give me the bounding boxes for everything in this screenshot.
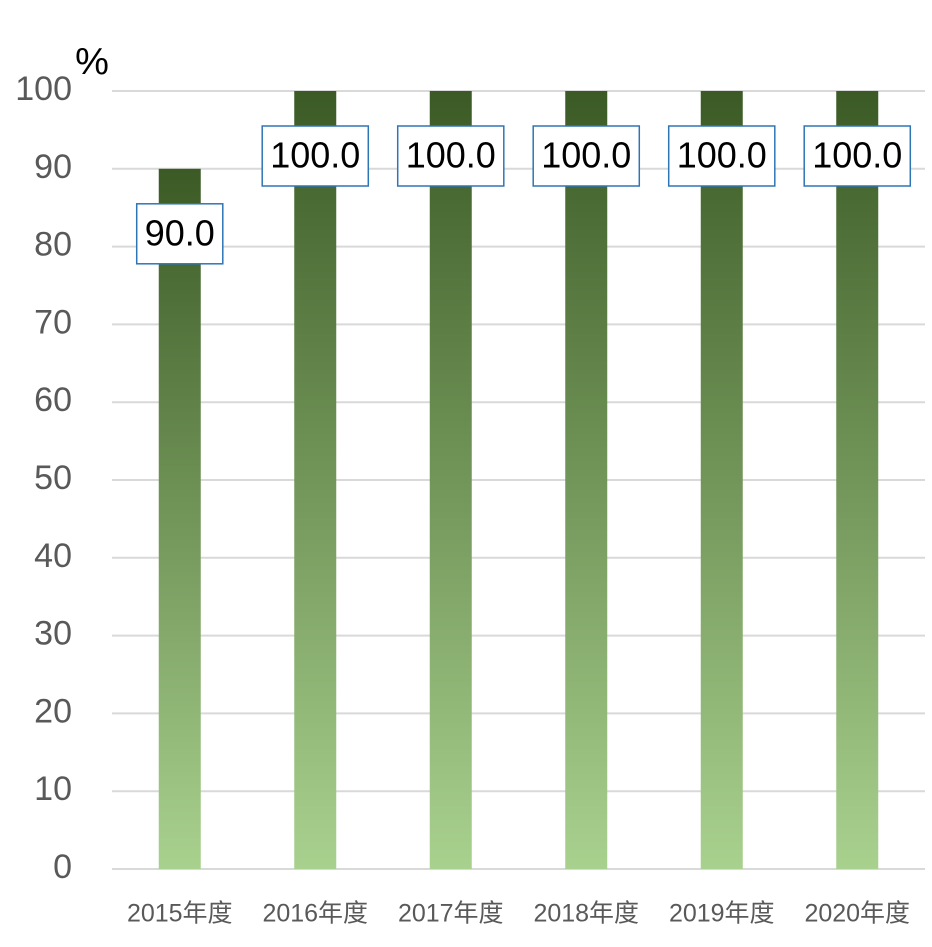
value-label: 100.0 xyxy=(406,135,496,176)
bar xyxy=(158,168,201,870)
x-tick-label: 2015年度 xyxy=(127,900,233,928)
value-label-box xyxy=(261,125,370,187)
value-label-box xyxy=(532,125,641,187)
x-tick-label: 2020年度 xyxy=(804,900,910,928)
value-label-box xyxy=(396,125,505,187)
bar xyxy=(836,91,879,869)
value-label: 90.0 xyxy=(145,212,215,253)
bar xyxy=(700,91,743,869)
y-tick-label: 100 xyxy=(15,70,72,108)
y-tick-label: 10 xyxy=(34,770,72,808)
bar xyxy=(565,91,608,869)
y-tick-label: 40 xyxy=(34,537,72,575)
x-tick-label: 2016年度 xyxy=(262,900,368,928)
value-label: 100.0 xyxy=(270,135,360,176)
bar xyxy=(294,91,337,869)
bar xyxy=(429,91,472,869)
x-tick-label: 2018年度 xyxy=(533,900,639,928)
y-tick-label: 30 xyxy=(34,615,72,653)
y-tick-label: 90 xyxy=(34,148,72,186)
y-tick-label: 50 xyxy=(34,459,72,497)
x-tick-label: 2019年度 xyxy=(669,900,775,928)
y-tick-label: 0 xyxy=(53,848,72,886)
value-label-box xyxy=(803,125,912,187)
y-axis-label: % xyxy=(75,41,109,83)
value-label-box xyxy=(135,203,224,265)
value-label-box xyxy=(667,125,776,187)
y-tick-label: 70 xyxy=(34,303,72,341)
y-tick-label: 20 xyxy=(34,692,72,730)
y-tick-label: 60 xyxy=(34,381,72,419)
x-tick-label: 2017年度 xyxy=(398,900,504,928)
value-label: 100.0 xyxy=(677,135,767,176)
value-label: 100.0 xyxy=(812,135,902,176)
value-label: 100.0 xyxy=(541,135,631,176)
y-tick-label: 80 xyxy=(34,226,72,264)
